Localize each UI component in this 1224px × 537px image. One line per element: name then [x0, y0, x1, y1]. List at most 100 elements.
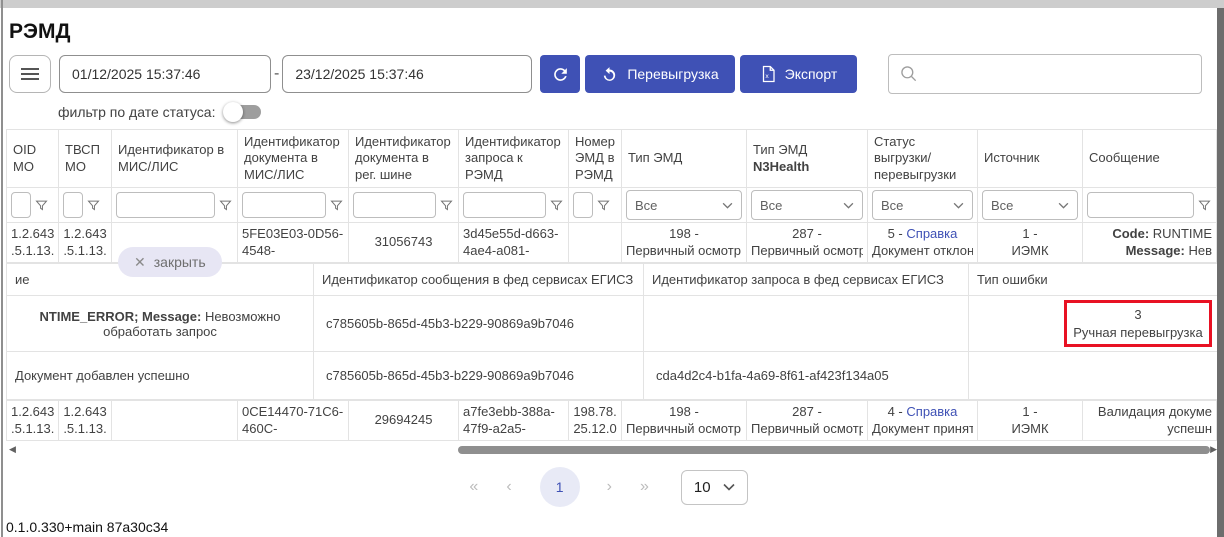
detail-panel: ие Идентификатор сообщения в фед сервиса… [6, 263, 1219, 400]
scroll-right-icon[interactable]: ▶ [1210, 444, 1217, 454]
close-icon: ✕ [134, 253, 146, 270]
detail-column-fed-request-id: Идентификатор запроса в фед сервисах ЕГИ… [643, 263, 969, 296]
reupload-label: Перевыгрузка [627, 66, 719, 82]
filter-input-tvsp-mo[interactable] [63, 192, 83, 218]
export-button[interactable]: x Экспорт [739, 55, 858, 93]
prev-page-button[interactable]: ‹ [506, 478, 513, 495]
cell-emd-number [568, 222, 622, 263]
export-label: Экспорт [784, 66, 838, 82]
filter-input-mis-lis-id[interactable] [116, 192, 215, 218]
filter-input-emd-number[interactable] [573, 192, 593, 218]
chevron-down-icon [722, 202, 733, 209]
filter-input-message[interactable] [1087, 192, 1194, 218]
cell-mis-lis-id [111, 400, 238, 441]
column-header-emd-type: Тип ЭМД [621, 129, 747, 188]
horizontal-scrollbar-thumb[interactable] [458, 446, 1210, 454]
app-version: 0.1.0.330+main 87a30c34 [6, 519, 169, 535]
search-icon [901, 66, 917, 82]
cell-emd-type: 198 -Первичный осмотр вр [621, 400, 747, 441]
detail-column-error-type: Тип ошибки [968, 263, 1219, 296]
cell-tvsp-mo: 1.2.643 .5.1.13. [58, 222, 112, 263]
cell-upload-status: 5 - Справка Документ отклонен ЕГ [867, 222, 978, 263]
scroll-left-icon[interactable]: ◀ [9, 444, 16, 454]
filter-funnel-icon[interactable] [1197, 198, 1212, 213]
filter-input-remd-request-id[interactable] [463, 192, 546, 218]
column-header-source: Источник [977, 129, 1083, 188]
chevron-down-icon [723, 483, 735, 491]
svg-text:x: x [765, 73, 769, 80]
date-from-input[interactable] [59, 55, 271, 93]
table-header-row: OID МО ТВСП МО Идентификатор в МИС/ЛИС И… [6, 129, 1217, 188]
filter-funnel-icon[interactable] [34, 198, 49, 213]
page-size-select[interactable]: 10 [680, 469, 748, 505]
filter-input-doc-mis-lis-id[interactable] [242, 192, 326, 218]
detail-cell-message: NTIME_ERROR; Message: Невозможно обработ… [6, 295, 314, 352]
column-header-oid-mo: OID МО [6, 129, 59, 188]
first-page-button[interactable]: « [469, 478, 480, 495]
filter-select-source[interactable]: Все [982, 190, 1078, 220]
filter-funnel-icon[interactable] [596, 198, 611, 213]
filter-funnel-icon[interactable] [86, 198, 101, 213]
filter-funnel-icon[interactable] [329, 198, 344, 213]
column-header-tvsp-mo: ТВСП МО [58, 129, 112, 188]
next-page-button[interactable]: › [606, 478, 613, 495]
menu-button[interactable] [9, 55, 51, 93]
status-help-link[interactable]: Справка [906, 404, 958, 420]
filter-input-oid-mo[interactable] [11, 192, 31, 218]
refresh-icon [553, 67, 567, 81]
close-detail-button[interactable]: ✕ закрыть [118, 247, 222, 277]
table-area: OID МО ТВСП МО Идентификатор в МИС/ЛИС И… [6, 129, 1219, 457]
cell-oid-mo: 1.2.643 .5.1.13. [6, 222, 59, 263]
vertical-scrollbar[interactable] [1217, 8, 1224, 537]
last-page-button[interactable]: » [639, 478, 650, 495]
detail-cell-error-type: 3 Ручная перевыгрузка [968, 295, 1219, 352]
chevron-down-icon [843, 202, 854, 209]
filter-input-doc-reg-bus-id[interactable] [353, 192, 436, 218]
page-title: РЭМД [9, 20, 71, 43]
current-page-button[interactable]: 1 [539, 467, 580, 507]
detail-header-row: ие Идентификатор сообщения в фед сервиса… [6, 263, 1219, 296]
table-row[interactable]: 1.2.643 .5.1.13. 1.2.643 .5.1.13. 5FE03E… [6, 222, 1217, 263]
date-to-input[interactable] [282, 55, 533, 93]
column-header-remd-request-id: Идентификатор запроса к РЭМД [458, 129, 569, 188]
table-row[interactable]: 1.2.643 .5.1.13. 1.2.643 .5.1.13. 0CE144… [6, 400, 1217, 441]
horizontal-scrollbar[interactable]: ◀ ▶ [6, 443, 1218, 457]
cell-oid-mo: 1.2.643 .5.1.13. [6, 400, 59, 441]
detail-cell-fed-request-id [643, 295, 969, 352]
chevron-down-icon [1058, 202, 1069, 209]
detail-cell-fed-message-id: c785605b-865d-45b3-b229-90869a9b7046 [313, 351, 644, 400]
filter-select-upload-status[interactable]: Все [872, 190, 973, 220]
filter-funnel-icon[interactable] [549, 198, 564, 213]
cell-emd-type: 198 -Первичный осмотр вр [621, 222, 747, 263]
cell-doc-reg-bus-id: 29694245 [348, 400, 459, 441]
filter-funnel-icon[interactable] [439, 198, 454, 213]
filter-select-emd-type[interactable]: Все [626, 190, 742, 220]
cell-doc-mis-lis-id: 0CE14470-71C6-460C- [237, 400, 349, 441]
filter-select-emd-type-n3health[interactable]: Все [751, 190, 863, 220]
search-box[interactable] [888, 54, 1202, 94]
toolbar: - Перевыгрузка x Экспорт [9, 54, 1210, 94]
column-header-doc-reg-bus-id: Идентификатор документа в рег. шине [348, 129, 459, 188]
chevron-down-icon [953, 202, 964, 209]
close-label: закрыть [153, 254, 206, 270]
cell-doc-mis-lis-id: 5FE03E03-0D56-4548- [237, 222, 349, 263]
status-date-filter-toggle[interactable] [223, 102, 262, 122]
detail-cell-error-type [968, 351, 1219, 400]
detail-cell-fed-message-id: c785605b-865d-45b3-b229-90869a9b7046 [313, 295, 644, 352]
cell-emd-number: 198.78. 25.12.0 [568, 400, 622, 441]
toggle-knob [223, 102, 244, 122]
reupload-button[interactable]: Перевыгрузка [585, 55, 735, 93]
column-header-mis-lis-id: Идентификатор в МИС/ЛИС [111, 129, 238, 188]
table-filter-row: Все Все Все Все [6, 187, 1217, 223]
status-date-filter-label: фильтр по дате статуса: [58, 104, 216, 120]
search-input[interactable] [927, 65, 1191, 83]
column-header-message: Сообщение [1082, 129, 1217, 188]
window-top-bar [0, 0, 1224, 8]
status-help-link[interactable]: Справка [906, 226, 958, 242]
refresh-button[interactable] [540, 55, 581, 93]
remd-page: РЭМД - Перевыгрузка x Эксп [3, 8, 1219, 537]
column-header-emd-number: Номер ЭМД в РЭМД [568, 129, 622, 188]
column-header-doc-mis-lis-id: Идентификатор документа в МИС/ЛИС [237, 129, 349, 188]
filter-funnel-icon[interactable] [218, 198, 233, 213]
detail-row: NTIME_ERROR; Message: Невозможно обработ… [6, 295, 1219, 352]
